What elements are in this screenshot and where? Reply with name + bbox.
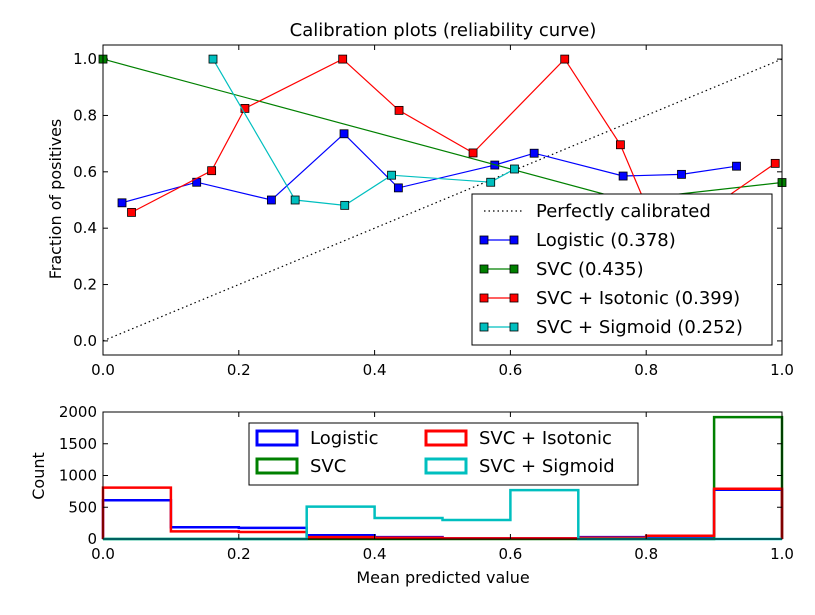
data-point-sigmoid [510,164,519,174]
histogram-legend-swatch-svc [255,457,299,475]
calibration-xtick-label: 0.6 [498,361,522,379]
legend-label-sigmoid: SVC + Sigmoid (0.252) [536,317,743,338]
data-point-sigmoid [208,54,218,64]
data-point-sigmoid [387,170,396,180]
calibration-ticks: 0.0 0.2 0.4 0.6 0.8 1.0 0.0 0.2 0.4 0.6 0.8 1.0 [73,45,794,379]
histogram-legend-label-svc: SVC [310,456,346,477]
calibration-ytick-label: 0.0 [73,332,97,350]
data-point-logistic [117,198,127,208]
calibration-axes-frame [102,44,783,356]
data-point-sigmoid [340,200,350,210]
legend-marker-sigmoid [479,322,489,332]
calibration-title: Calibration plots (reliability curve) [290,20,597,41]
legend-marker-isotonic [509,293,519,303]
calibration-legend: Perfectly calibrated Logistic (0.378) SVC… [471,193,773,346]
histogram-xtick-label: 0.4 [363,545,387,563]
histogram-legend-swatch-sigmoid [424,457,468,475]
data-point-isotonic [240,104,250,113]
legend-marker-sigmoid [509,322,519,332]
legend-marker-svc [479,264,489,274]
data-point-logistic [266,195,276,205]
histogram-ytick-label: 1500 [59,435,97,453]
calibration-xtick-label: 0.0 [91,361,115,379]
data-point-isotonic [468,148,478,158]
legend-label-logistic: Logistic (0.378) [536,230,676,251]
histogram-legend-box [248,422,639,486]
calibration-ytick-label: 1.0 [73,50,97,68]
reference-diagonal-line [102,58,783,342]
histogram-ytick-label: 2000 [59,403,97,421]
data-point-sigmoid [486,177,496,187]
legend-marker-isotonic [479,293,489,303]
histogram-xtick-label: 0.6 [498,545,522,563]
legend-marker-logistic [479,235,489,245]
histogram-legend-label-logistic: Logistic [310,428,378,449]
histogram-legend: Logistic SVC SVC + Isotonic SVC + Sigmoid [248,422,639,486]
legend-label-svc: SVC (0.435) [536,259,644,280]
histogram-step-isotonic [101,486,784,540]
histogram-legend-entries: Logistic SVC SVC + Isotonic SVC + Sigmoid [255,428,615,477]
histogram-xtick-label: 0.2 [227,545,251,563]
calibration-legend-box [471,193,773,346]
histogram-legend-label-isotonic: SVC + Isotonic [479,428,612,449]
histogram-legend-swatch-isotonic [424,429,468,447]
data-point-logistic [339,129,349,139]
data-point-logistic [618,171,628,181]
histogram-ylabel: Count [29,452,48,500]
data-point-isotonic [615,140,625,150]
calibration-legend-entries: Logistic (0.378) SVC (0.435) SVC + Isotoni… [479,230,743,338]
calibration-xtick-label: 0.4 [363,361,387,379]
histogram-panel: Count Mean predicted value 0.0 0.2 0.4 0.6 0… [29,403,794,587]
data-point-isotonic [560,54,570,64]
data-point-isotonic [127,207,136,217]
data-point-isotonic [394,105,404,115]
histogram-ytick-label: 1000 [59,467,97,485]
data-point-logistic [529,148,539,158]
calibration-ytick-label: 0.2 [73,276,97,294]
histogram-ytick-label: 0 [87,530,97,548]
legend-marker-logistic [509,235,519,245]
calibration-ytick-label: 0.6 [73,163,97,181]
series-line-logistic [121,132,737,204]
calibration-ylabel: Fraction of positives [46,119,65,280]
calibration-xtick-label: 0.2 [227,361,251,379]
histogram-xtick-label: 0.8 [634,545,658,563]
histogram-axes-frame [102,411,783,540]
legend-reference-label: Perfectly calibrated [536,201,711,222]
legend-marker-svc [509,264,519,274]
histogram-xtick-label: 1.0 [770,545,794,563]
histogram-legend-swatch-logistic [255,429,299,447]
histogram-xlabel: Mean predicted value [356,568,529,587]
data-point-isotonic [770,158,780,168]
data-point-isotonic [207,166,217,176]
data-point-isotonic [338,54,348,64]
calibration-xtick-label: 0.8 [634,361,658,379]
calibration-panel: Calibration plots (reliability curve) Fr… [46,20,794,379]
histogram-xtick-label: 0.0 [91,545,115,563]
calibration-ytick-label: 0.4 [73,219,97,237]
histogram-legend-label-sigmoid: SVC + Sigmoid [479,456,615,477]
legend-label-isotonic: SVC + Isotonic (0.399) [536,288,740,309]
histogram-ticks: 0.0 0.2 0.4 0.6 0.8 1.0 0 500 1000 1500 2000 [59,403,794,563]
data-point-logistic [393,183,403,193]
data-point-sigmoid [290,195,300,205]
histogram-ytick-label: 500 [68,498,97,516]
calibration-xtick-label: 1.0 [770,361,794,379]
data-point-logistic [732,161,741,171]
calibration-ytick-label: 0.8 [73,106,97,124]
data-point-logistic [677,169,686,179]
